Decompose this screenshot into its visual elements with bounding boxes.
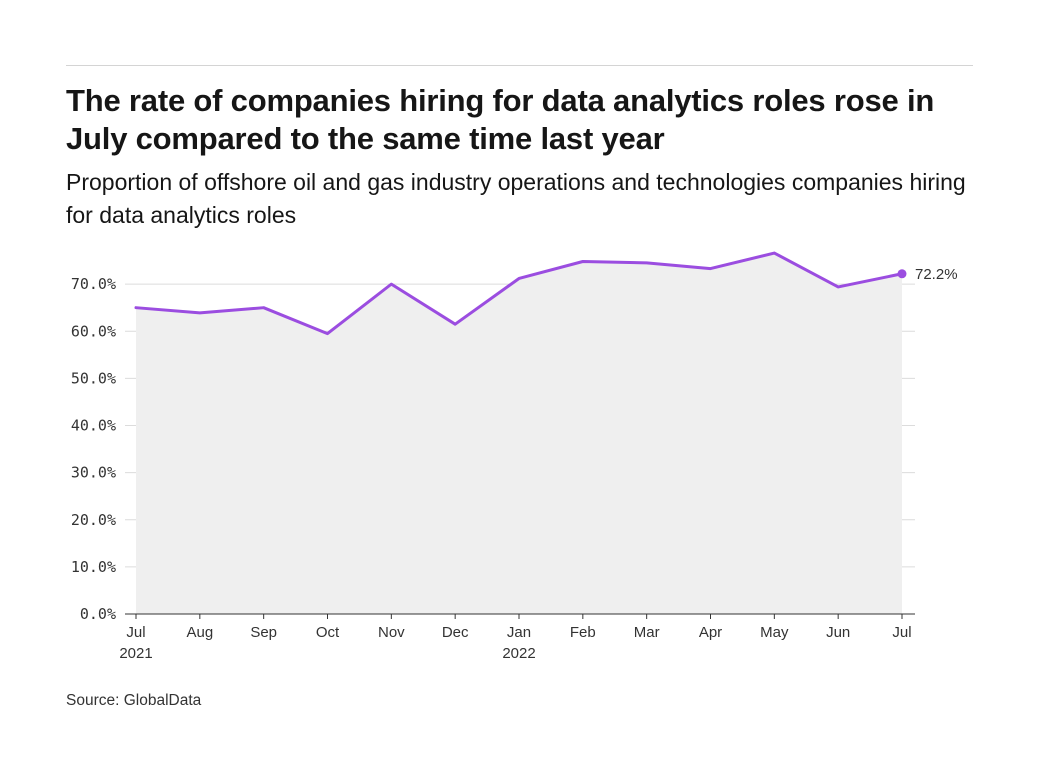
x-tick-label: Jul (126, 624, 145, 641)
y-tick-label: 60.0% (71, 322, 116, 340)
y-tick-label: 70.0% (71, 275, 116, 293)
y-tick-label: 20.0% (71, 511, 116, 529)
y-tick-label: 50.0% (71, 369, 116, 387)
x-tick-label: Mar (634, 624, 660, 641)
x-tick-label: Jul (892, 624, 911, 641)
x-tick-label: Jan (507, 624, 531, 641)
area-fill (136, 253, 902, 614)
end-point-marker (897, 269, 907, 279)
x-tick-label: Sep (250, 624, 277, 641)
x-tick-label: Dec (442, 624, 469, 641)
x-tick-label: Jun (826, 624, 850, 641)
chart-subtitle: Proportion of offshore oil and gas indus… (66, 169, 966, 228)
x-tick-year-label: 2021 (119, 645, 152, 662)
y-tick-label: 10.0% (71, 558, 116, 576)
top-rule (66, 65, 973, 66)
x-tick-label: Oct (316, 624, 340, 641)
x-tick-label: Feb (570, 624, 596, 641)
end-value-label: 72.2% (915, 266, 958, 283)
y-tick-label: 30.0% (71, 464, 116, 482)
y-tick-label: 0.0% (80, 605, 116, 623)
source-note: Source: GlobalData (66, 692, 202, 709)
y-tick-label: 40.0% (71, 417, 116, 435)
series-line (134, 251, 904, 336)
x-tick-year-label: 2022 (502, 645, 535, 662)
chart-title: The rate of companies hiring for data an… (66, 83, 935, 156)
x-tick-label: Aug (186, 624, 213, 641)
x-tick-labels: Jul 2021 Aug Sep Oct Nov Dec Jan 2022 Feb Mar Apr Ma… (119, 614, 912, 662)
x-tick-label: May (760, 624, 789, 641)
x-tick-label: Apr (699, 624, 722, 641)
y-tick-labels: 0.0% 10.0% 20.0% 30.0% 40.0% 50.0% 60.0% 70.0% (71, 275, 116, 623)
x-tick-label: Nov (378, 624, 405, 641)
